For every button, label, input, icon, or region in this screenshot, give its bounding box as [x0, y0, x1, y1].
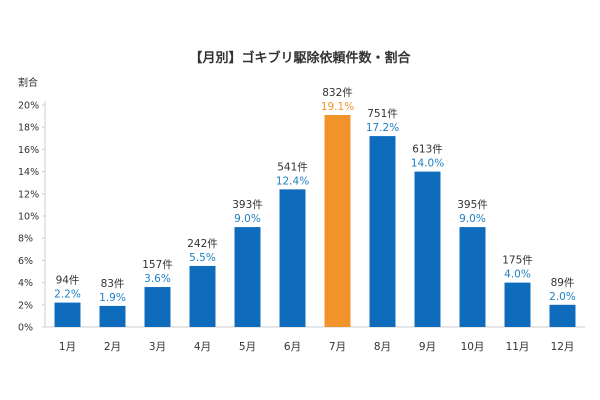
x-tick-label: 8月 [374, 341, 391, 353]
x-tick-label: 1月 [59, 341, 76, 353]
count-label: 393件 [232, 199, 263, 211]
y-tick-label: 20% [18, 101, 39, 112]
x-tick-label: 3月 [149, 341, 166, 353]
bar-6 [279, 189, 306, 327]
y-tick-label: 0% [18, 323, 33, 334]
y-tick-label: 18% [18, 123, 39, 134]
bar-7 [324, 114, 351, 328]
count-label: 395件 [457, 199, 488, 211]
x-tick-label: 7月 [329, 341, 346, 353]
y-tick-label: 8% [18, 234, 33, 245]
percent-label: 12.4% [276, 175, 309, 187]
bar-2 [99, 305, 126, 327]
bar-4 [189, 265, 216, 327]
count-label: 541件 [277, 161, 308, 173]
x-tick-label: 5月 [239, 341, 256, 353]
count-label: 832件 [322, 87, 353, 99]
count-label: 751件 [367, 108, 398, 120]
y-tick-label: 2% [18, 300, 33, 311]
bars [54, 114, 576, 328]
count-label: 83件 [101, 278, 125, 290]
x-tick-label: 4月 [194, 341, 211, 353]
y-axis-label: 割合 [18, 76, 38, 89]
bar-8 [369, 136, 396, 327]
percent-label: 5.5% [189, 252, 216, 264]
x-tick-label: 12月 [551, 341, 575, 353]
bar-5 [234, 227, 261, 327]
y-tick-label: 16% [18, 145, 39, 156]
percent-label: 9.0% [459, 213, 486, 225]
bar-10 [459, 227, 486, 327]
y-tick-label: 10% [18, 212, 39, 223]
axes: 0% 2% 4% 6% 8% 10% 12% 14% 16% 18% 20% [18, 101, 585, 334]
percent-label: 2.0% [549, 291, 576, 303]
y-tick-label: 12% [18, 189, 39, 200]
percent-label: 19.1% [321, 101, 354, 113]
data-labels: 94件 2.2% 83件 1.9% 157件 3.6% 242件 5.5% 393件 9.0% 54… [54, 87, 576, 304]
bar-11 [504, 282, 531, 327]
x-tick-label: 10月 [461, 341, 485, 353]
percent-label: 4.0% [504, 269, 531, 281]
count-label: 94件 [56, 275, 80, 287]
y-tick-label: 14% [18, 167, 39, 178]
count-label: 157件 [142, 259, 173, 271]
bar-9 [414, 171, 441, 327]
x-tick-label: 6月 [284, 341, 301, 353]
percent-label: 2.2% [54, 289, 81, 301]
count-label: 242件 [187, 238, 218, 250]
percent-label: 14.0% [411, 158, 444, 170]
percent-label: 1.9% [99, 292, 126, 304]
percent-label: 3.6% [144, 273, 171, 285]
x-tick-label: 9月 [419, 341, 436, 353]
y-tick-label: 6% [18, 256, 33, 267]
y-tick-label: 4% [18, 278, 33, 289]
x-tick-label: 2月 [104, 341, 121, 353]
percent-label: 9.0% [234, 213, 261, 225]
bar-1 [54, 302, 81, 327]
bar-12 [549, 304, 576, 327]
percent-label: 17.2% [366, 122, 399, 134]
chart-title: 【月別】ゴキブリ駆除依頼件数・割合 [189, 50, 411, 66]
x-tick-label: 11月 [506, 341, 530, 353]
x-tick-labels: 1月 2月 3月 4月 5月 6月 7月 8月 9月 10月 11月 12月 [59, 341, 575, 353]
count-label: 89件 [551, 277, 575, 289]
count-label: 613件 [412, 144, 443, 156]
count-label: 175件 [502, 255, 533, 267]
bar-3 [144, 287, 171, 327]
